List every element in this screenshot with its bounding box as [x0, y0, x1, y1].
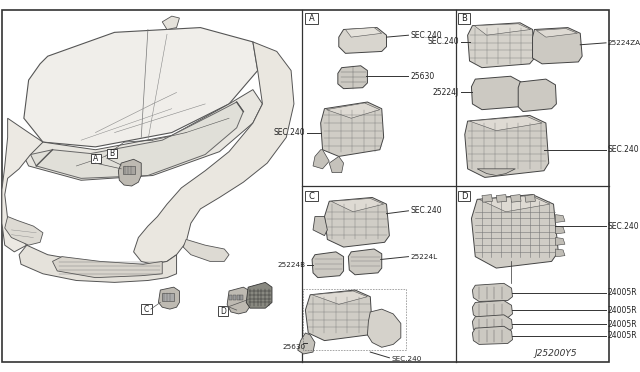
Circle shape [105, 263, 115, 273]
Text: B: B [109, 149, 115, 158]
Polygon shape [479, 196, 550, 212]
Polygon shape [472, 301, 513, 319]
Polygon shape [470, 116, 542, 131]
Polygon shape [227, 287, 250, 314]
Polygon shape [24, 28, 258, 147]
Polygon shape [159, 287, 179, 309]
Polygon shape [556, 215, 565, 222]
Polygon shape [367, 309, 401, 347]
Text: C: C [308, 192, 314, 201]
Circle shape [379, 321, 394, 336]
Text: 25630: 25630 [282, 344, 305, 350]
Text: SEC.240: SEC.240 [274, 128, 305, 137]
Polygon shape [52, 257, 162, 278]
Text: 25224B: 25224B [277, 262, 305, 268]
Polygon shape [339, 28, 387, 53]
Bar [458, 13, 470, 24]
Polygon shape [472, 283, 513, 301]
Bar [107, 149, 117, 158]
Polygon shape [511, 195, 521, 202]
Text: A: A [93, 154, 99, 163]
Polygon shape [324, 198, 389, 247]
Bar [233, 295, 236, 299]
Bar [218, 306, 228, 316]
Polygon shape [19, 90, 262, 180]
Text: SEC.240: SEC.240 [391, 356, 422, 362]
Text: 24005R: 24005R [608, 305, 637, 315]
Ellipse shape [181, 262, 235, 299]
Text: SEC.240: SEC.240 [410, 206, 442, 215]
Bar [237, 295, 239, 299]
Text: 24005R: 24005R [608, 331, 637, 340]
Polygon shape [474, 24, 531, 35]
Polygon shape [321, 102, 383, 156]
Text: 24005R: 24005R [608, 320, 637, 329]
Polygon shape [482, 195, 492, 202]
Text: C: C [144, 305, 149, 314]
Polygon shape [331, 198, 383, 212]
Polygon shape [472, 76, 522, 110]
Polygon shape [312, 252, 344, 278]
Bar [305, 13, 318, 24]
Polygon shape [312, 291, 367, 304]
Polygon shape [346, 28, 381, 37]
Text: SEC.240: SEC.240 [608, 222, 639, 231]
Text: 25630: 25630 [410, 72, 435, 81]
Polygon shape [348, 249, 381, 275]
Polygon shape [118, 159, 141, 186]
Bar [305, 191, 318, 201]
Bar [229, 295, 232, 299]
Polygon shape [246, 282, 272, 308]
Bar [241, 295, 243, 299]
Polygon shape [556, 249, 565, 257]
Ellipse shape [194, 271, 222, 290]
Polygon shape [556, 238, 565, 245]
Polygon shape [329, 156, 344, 173]
Polygon shape [134, 42, 294, 264]
Polygon shape [298, 333, 315, 354]
Text: 25224J: 25224J [433, 88, 459, 97]
Text: 25224L: 25224L [410, 254, 438, 260]
Polygon shape [338, 66, 367, 89]
Text: J25200Y5: J25200Y5 [534, 349, 577, 359]
Text: SEC.240: SEC.240 [410, 31, 442, 40]
Circle shape [383, 326, 389, 331]
Polygon shape [313, 150, 329, 169]
Polygon shape [536, 29, 577, 37]
Polygon shape [518, 79, 556, 112]
Polygon shape [556, 226, 565, 234]
Polygon shape [525, 195, 536, 202]
Text: 24005R: 24005R [608, 288, 637, 297]
Polygon shape [19, 245, 177, 282]
Polygon shape [326, 103, 380, 118]
Polygon shape [472, 326, 513, 344]
Polygon shape [477, 169, 515, 176]
Text: B: B [461, 14, 467, 23]
Polygon shape [472, 315, 513, 333]
Bar [458, 191, 470, 201]
Text: SEC.240: SEC.240 [608, 145, 639, 154]
Polygon shape [465, 115, 548, 177]
Bar [91, 154, 101, 163]
Text: D: D [461, 192, 468, 201]
Text: SEC.240: SEC.240 [428, 38, 459, 46]
Polygon shape [31, 102, 243, 178]
Polygon shape [468, 23, 534, 68]
Polygon shape [2, 118, 43, 252]
Text: 25224ZA: 25224ZA [608, 40, 640, 46]
Polygon shape [496, 195, 507, 202]
Bar [123, 166, 134, 174]
Polygon shape [532, 28, 582, 64]
Polygon shape [313, 217, 327, 235]
Text: A: A [308, 14, 314, 23]
Ellipse shape [170, 254, 246, 307]
Polygon shape [305, 290, 372, 341]
Bar [162, 293, 173, 301]
Polygon shape [472, 195, 558, 268]
Polygon shape [162, 16, 179, 29]
Bar [141, 304, 152, 314]
Text: D: D [220, 307, 226, 315]
Polygon shape [183, 240, 229, 262]
Polygon shape [4, 217, 43, 245]
